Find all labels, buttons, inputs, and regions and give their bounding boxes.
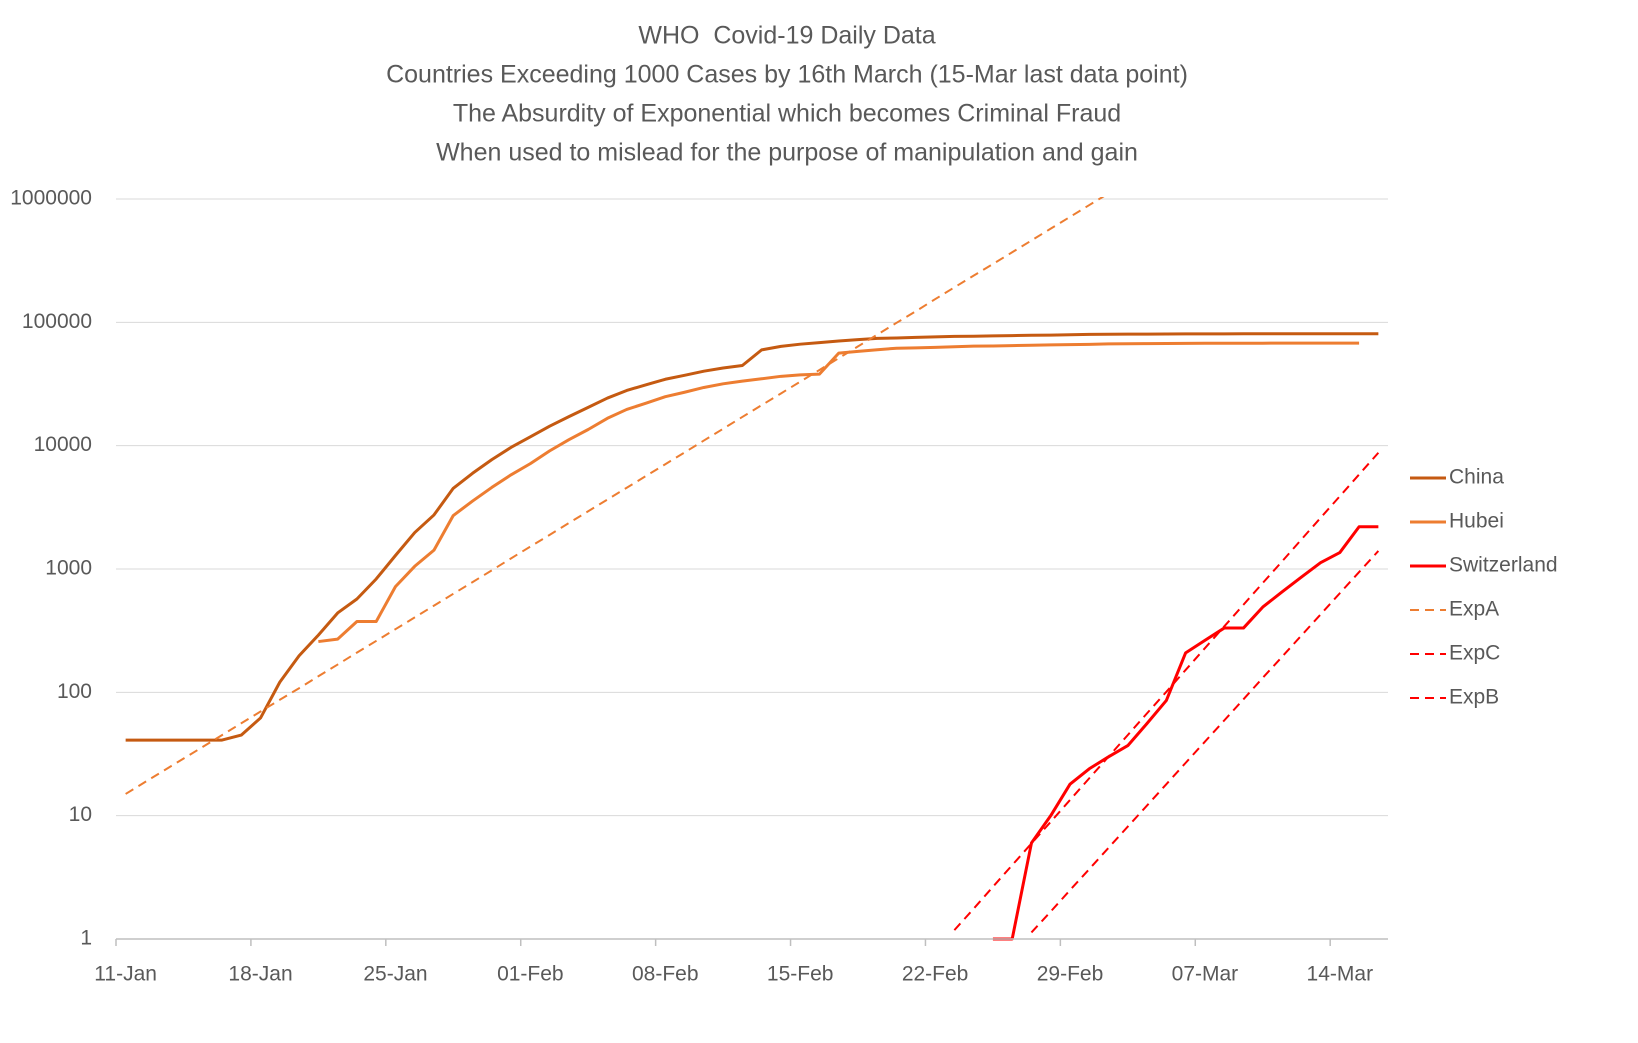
y-tick-label: 10 [69,803,92,826]
chart-title: WHO Covid-19 Daily Data [638,22,935,50]
series-line [992,525,1379,941]
series-line [1030,550,1380,934]
legend-label: Switzerland [1449,554,1558,577]
x-tick-label: 14-Mar [1307,963,1374,986]
series-line [125,197,1105,795]
axes: 1 10 100 1000 10000 100000 1000000 11-Jan 18-Jan… [10,187,1557,986]
x-tick-label: 18-Jan [228,963,292,986]
y-tick-label: 1000 [45,557,92,580]
y-tick-label: 1 [80,927,92,950]
legend-label: ExpC [1449,642,1500,665]
y-tick-label: 1000000 [10,187,92,210]
x-tick-label: 15-Feb [767,963,834,986]
series-line [318,341,1360,644]
legend-label: ExpB [1449,686,1499,709]
chart-title: The Absurdity of Exponential which becom… [453,100,1121,128]
series-line [953,452,1380,931]
x-tick-label: 11-Jan [94,963,157,986]
chart-title: When used to mislead for the purpose of … [436,139,1138,167]
legend-label: China [1449,466,1504,489]
plot-area [125,197,1380,941]
y-tick-label: 10000 [34,433,92,456]
series-line [125,332,1379,742]
x-tick-label: 08-Feb [632,963,699,986]
x-tick-label: 29-Feb [1037,963,1104,986]
chart-title: Countries Exceeding 1000 Cases by 16th M… [386,61,1188,89]
x-tick-label: 22-Feb [902,963,969,986]
x-tick-label: 07-Mar [1172,963,1239,986]
legend-label: Hubei [1449,510,1504,533]
x-tick-label: 25-Jan [363,963,427,986]
y-tick-label: 100 [57,680,92,703]
x-tick-label: 01-Feb [497,963,564,986]
grid [116,198,1388,940]
y-tick-label: 100000 [22,310,92,333]
legend-label: ExpA [1449,598,1499,621]
